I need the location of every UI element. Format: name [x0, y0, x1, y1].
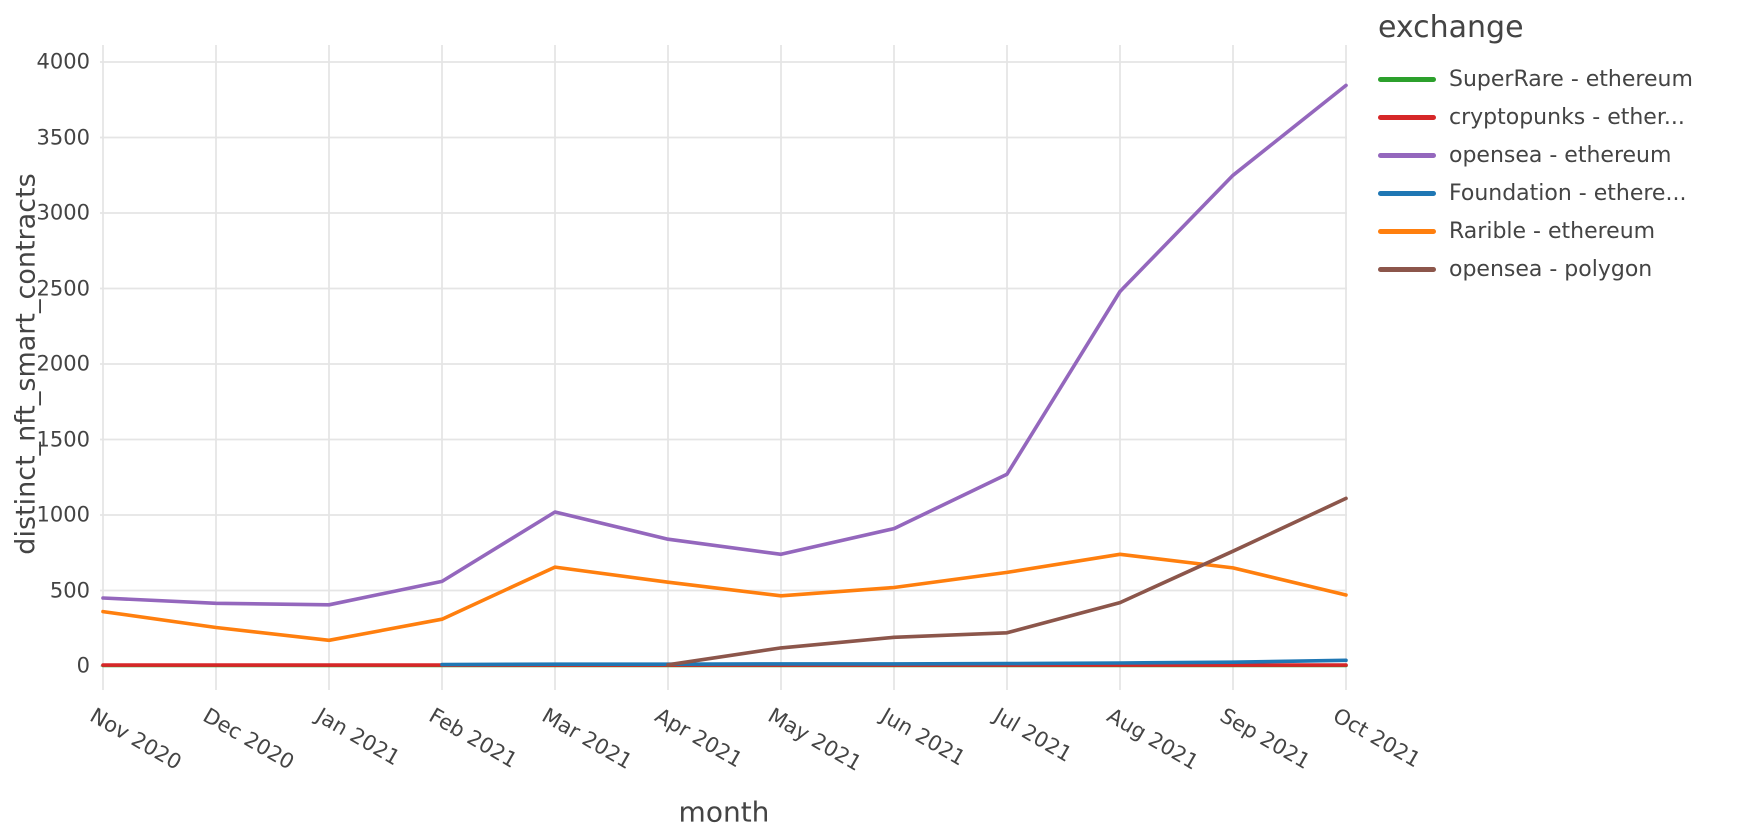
y-tick-label: 2000	[36, 351, 90, 376]
y-tick-label: 3500	[36, 125, 90, 149]
y-tick-label: 1500	[36, 427, 90, 451]
y-axis-title: distinct_nft_smart_contracts	[10, 173, 42, 555]
legend-title: exchange	[1378, 10, 1524, 45]
legend-item-label: SuperRare - ethereum	[1449, 66, 1693, 92]
series-line-opensea-polygon[interactable]	[666, 496, 1348, 667]
legend-swatch-opensea-polygon	[1378, 266, 1436, 272]
legend-item-label: opensea - ethereum	[1449, 142, 1672, 168]
legend-swatch-superrare-ethereum	[1378, 76, 1436, 82]
legend-item-label: Rarible - ethereum	[1449, 218, 1656, 244]
legend-item-label: Foundation - ethere...	[1449, 180, 1687, 206]
y-tick-label: 1000	[36, 502, 90, 527]
legend-swatch-opensea-ethereum	[1378, 152, 1436, 158]
legend-item-rarible-ethereum[interactable]: Rarible - ethereum	[1378, 212, 1738, 250]
legend-item-opensea-ethereum[interactable]: opensea - ethereum	[1378, 136, 1738, 174]
series-line-opensea-ethereum[interactable]	[101, 83, 1348, 607]
legend-item-foundation-ethereum[interactable]: Foundation - ethere...	[1378, 174, 1738, 212]
legend-swatch-rarible-ethereum	[1378, 228, 1436, 234]
y-tick-label: 500	[49, 578, 90, 602]
legend-items: SuperRare - ethereum cryptopunks - ether.…	[1378, 60, 1738, 288]
legend: exchange SuperRare - ethereum cryptopunks…	[1378, 8, 1738, 288]
legend-item-superrare-ethereum[interactable]: SuperRare - ethereum	[1378, 60, 1738, 98]
series-line-rarible-ethereum[interactable]	[101, 552, 1348, 643]
y-tick-label: 2500	[36, 276, 90, 300]
y-tick-label: 0	[76, 653, 90, 678]
legend-item-label: cryptopunks - ether...	[1449, 104, 1685, 130]
legend-swatch-foundation-ethereum	[1378, 190, 1436, 196]
legend-item-cryptopunks-ethereum[interactable]: cryptopunks - ether...	[1378, 98, 1738, 136]
legend-item-label: opensea - polygon	[1449, 256, 1653, 282]
legend-swatch-cryptopunks-ethereum	[1378, 114, 1436, 120]
x-axis-title: month	[678, 795, 770, 829]
legend-item-opensea-polygon[interactable]: opensea - polygon	[1378, 250, 1738, 288]
y-tick-label: 4000	[36, 49, 90, 74]
y-tick-label: 3000	[36, 200, 90, 225]
series-line-foundation-ethereum[interactable]	[440, 658, 1348, 667]
